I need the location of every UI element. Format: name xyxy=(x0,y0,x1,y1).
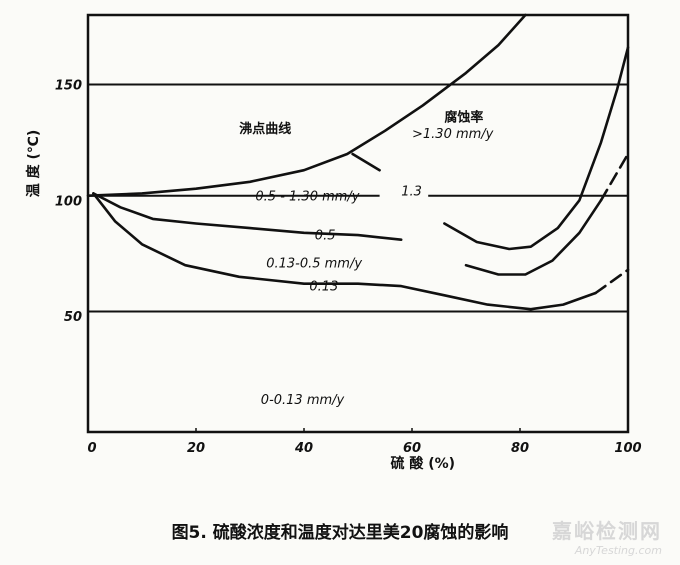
x-tick-20: 20 xyxy=(187,441,205,456)
x-tick-0: 0 xyxy=(87,441,96,456)
curve-0.13-0 xyxy=(92,192,597,311)
x-tick-40: 40 xyxy=(294,441,313,456)
watermark-en: AnyTesting.com xyxy=(574,544,662,557)
annotation-0: 沸点曲线 xyxy=(239,121,291,137)
plot-frame xyxy=(86,13,630,434)
x-axis-title: 硫 酸 (%) xyxy=(391,455,456,472)
x-tick-80: 80 xyxy=(511,441,529,456)
annotation-4: 1.3 xyxy=(401,185,422,200)
x-tick-100: 100 xyxy=(614,441,641,456)
annotation-3: 0.5 - 1.30 mm/y xyxy=(255,189,359,204)
curve-0.5_dashed-0 xyxy=(599,152,630,202)
annotation-2: >1.30 mm/y xyxy=(412,127,494,142)
y-tick-100: 100 xyxy=(55,194,82,209)
figure-caption: 图5. 硫酸浓度和温度对达里美20腐蚀的影响 xyxy=(171,523,509,543)
x-tick-60: 60 xyxy=(403,441,421,456)
curve-1.3-0 xyxy=(351,152,381,172)
annotation-6: 0.13-0.5 mm/y xyxy=(266,257,362,272)
y-tick-50: 50 xyxy=(64,310,82,325)
annotation-8: 0-0.13 mm/y xyxy=(261,393,345,408)
curves xyxy=(86,13,630,311)
curve-0.5-0 xyxy=(92,192,403,241)
y-tick-150: 150 xyxy=(55,79,82,94)
chart-svg: 沸点曲线 腐蚀率>1.30 mm/y 0.5 - 1.30 mm/y 1.3 0.5 0.… xyxy=(25,13,642,472)
annotation-7: 0.13 xyxy=(309,280,338,295)
curve-labels: 沸点曲线 腐蚀率>1.30 mm/y 0.5 - 1.30 mm/y 1.3 0.5 0.… xyxy=(239,110,493,409)
curve-0.13_dashed-0 xyxy=(594,268,630,295)
curve-1.3-1 xyxy=(443,46,630,251)
y-axis-title: 温 度 (℃) xyxy=(25,130,42,198)
curve-0.5-1 xyxy=(464,199,603,276)
annotation-1: 腐蚀率 xyxy=(444,110,483,126)
curve-沸点曲线-0 xyxy=(86,13,527,197)
reference-lines xyxy=(88,83,628,313)
annotation-5: 0.5 xyxy=(315,229,336,244)
